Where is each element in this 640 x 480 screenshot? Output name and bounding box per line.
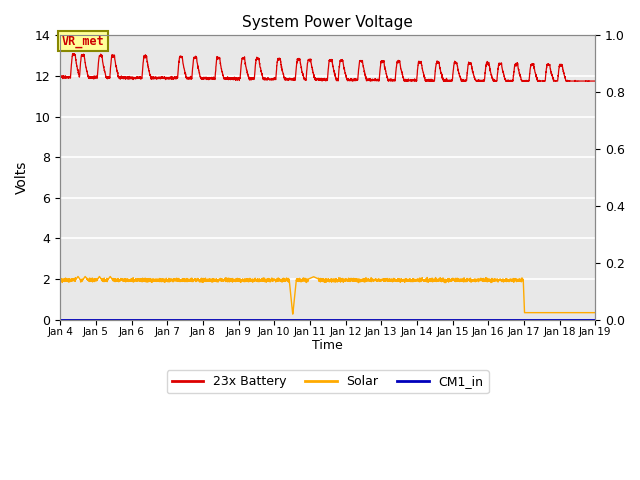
- X-axis label: Time: Time: [312, 339, 343, 352]
- Title: System Power Voltage: System Power Voltage: [243, 15, 413, 30]
- Legend: 23x Battery, Solar, CM1_in: 23x Battery, Solar, CM1_in: [167, 370, 488, 393]
- Text: VR_met: VR_met: [62, 35, 105, 48]
- Y-axis label: Volts: Volts: [15, 161, 29, 194]
